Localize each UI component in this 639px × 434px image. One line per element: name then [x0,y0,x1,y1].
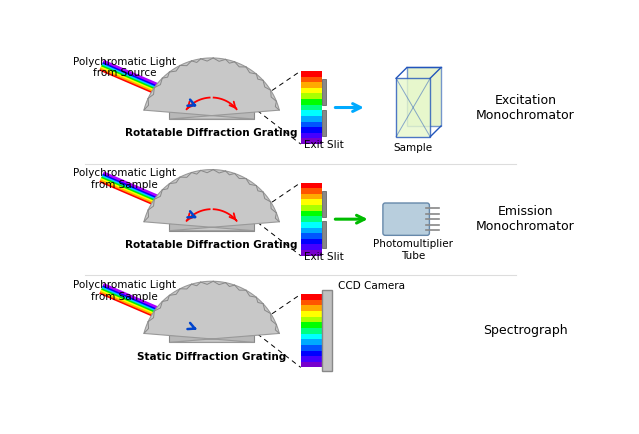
Bar [301,217,323,222]
Bar [407,67,441,126]
Text: Polychromatic Light
from Sample: Polychromatic Light from Sample [73,168,176,190]
Bar [301,127,323,133]
Bar [301,183,323,188]
Text: Photomultiplier
Tube: Photomultiplier Tube [373,239,453,261]
Bar [301,233,323,239]
Text: Excitation
Monochromator: Excitation Monochromator [476,93,575,122]
Bar [301,194,323,200]
Bar [301,105,323,110]
Text: Static Diffraction Grating: Static Diffraction Grating [137,352,286,362]
Bar [321,79,327,105]
Bar [301,116,323,122]
Bar [301,334,323,339]
Bar [301,133,323,138]
Text: Polychromatic Light
from Sample: Polychromatic Light from Sample [73,280,176,302]
Bar [321,110,327,136]
Bar [301,200,323,205]
Bar [301,227,323,233]
Text: Exit Slit: Exit Slit [304,140,344,150]
Bar [301,82,323,88]
Bar [301,188,323,194]
Bar [301,311,323,317]
Bar [301,88,323,93]
Bar [301,110,323,116]
Text: Rotatable Diffraction Grating: Rotatable Diffraction Grating [125,240,298,250]
Bar [301,306,323,311]
Bar [301,294,323,300]
Text: Rotatable Diffraction Grating: Rotatable Diffraction Grating [125,128,298,138]
Text: Spectrograph: Spectrograph [483,324,568,337]
Bar [301,351,323,356]
Bar [169,335,254,342]
Bar [301,317,323,322]
Bar [301,222,323,227]
Bar [321,191,327,217]
Bar [301,250,323,256]
Bar [301,362,323,368]
Bar [301,322,323,328]
Ellipse shape [385,205,403,233]
Bar [301,205,323,211]
Polygon shape [144,170,279,231]
Bar [321,221,327,248]
Bar [301,339,323,345]
Polygon shape [144,281,279,342]
Bar [301,99,323,105]
Bar [301,93,323,99]
Bar [396,78,430,137]
Bar [301,300,323,306]
Bar [301,76,323,82]
Text: Exit Slit: Exit Slit [304,252,344,262]
Bar [301,122,323,127]
Bar [301,328,323,334]
Bar [301,244,323,250]
Bar [169,112,254,119]
FancyBboxPatch shape [383,203,429,235]
Bar [301,138,323,144]
Bar [301,71,323,76]
Polygon shape [144,58,279,119]
Bar [301,356,323,362]
Bar [301,211,323,217]
Text: Sample: Sample [394,143,433,153]
Bar [323,290,332,371]
Bar [301,239,323,244]
Text: CCD Camera: CCD Camera [338,281,405,291]
Bar [169,223,254,231]
Text: Emission
Monochromator: Emission Monochromator [476,205,575,233]
Bar [301,345,323,351]
Text: Polychromatic Light
from Source: Polychromatic Light from Source [73,57,176,78]
